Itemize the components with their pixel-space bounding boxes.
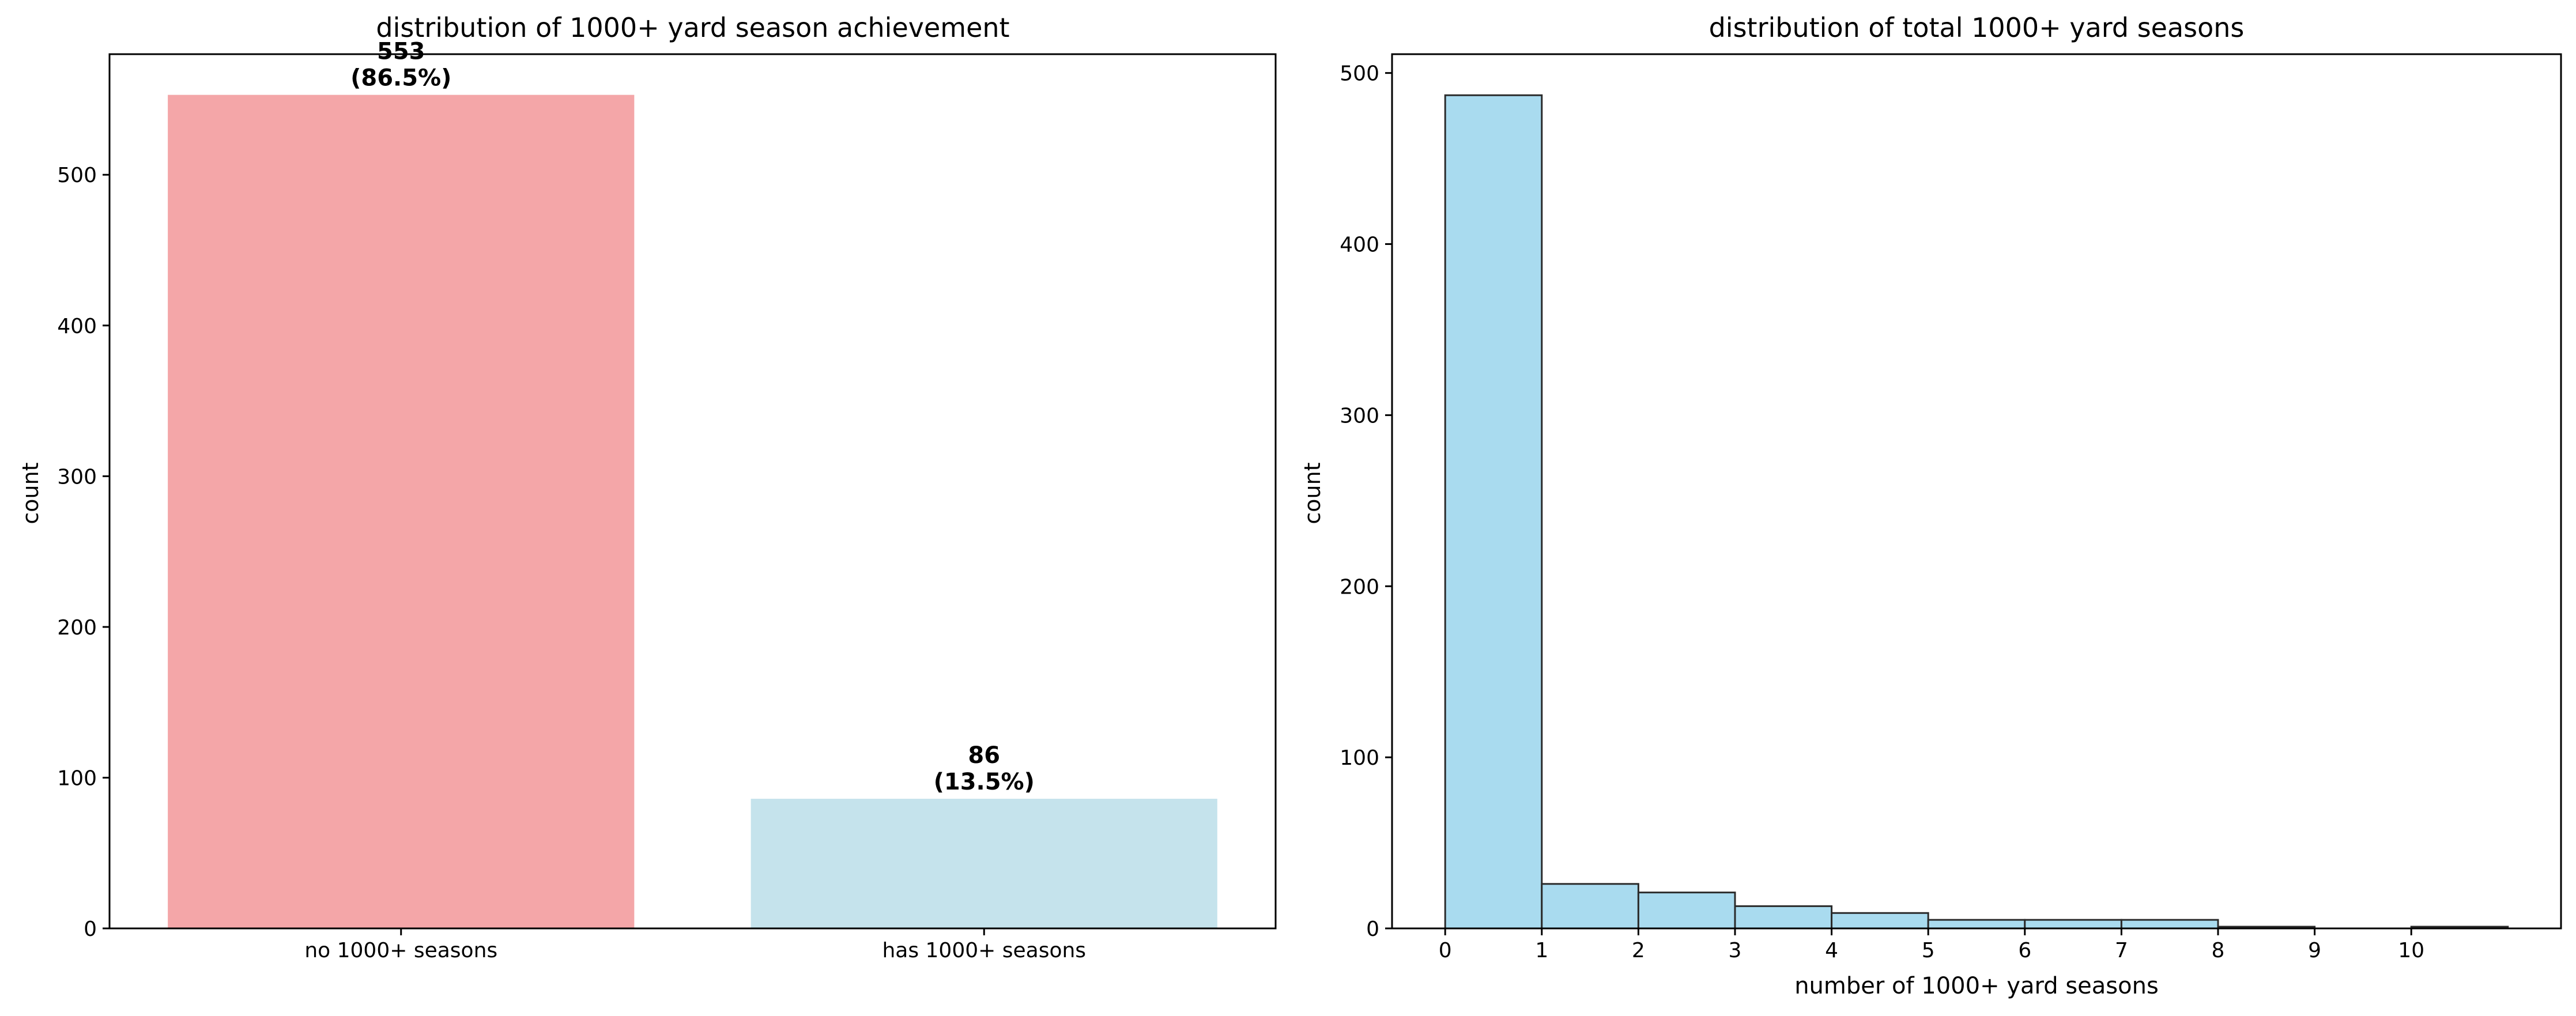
bar-count-label: 86 — [968, 742, 1000, 769]
x-tick-label: no 1000+ seasons — [304, 939, 497, 962]
x-tick-label: 5 — [1922, 939, 1935, 962]
y-tick-label: 0 — [84, 917, 97, 941]
bar-0 — [168, 95, 635, 928]
right-y-axis-label: count — [1300, 462, 1325, 524]
histogram-bar-1 — [1541, 883, 1639, 930]
right-x-ticks: 0 1 2 3 4 5 6 7 8 9 10 — [1439, 928, 2424, 962]
y-tick-label: 500 — [1340, 62, 1379, 86]
left-chart-title: distribution of 1000+ yard season achiev… — [376, 12, 1009, 43]
right-x-axis-label: number of 1000+ yard seasons — [1794, 973, 2159, 999]
y-tick-label: 400 — [57, 315, 97, 338]
histogram-bar-6 — [2024, 919, 2122, 930]
bar-percent-label: (86.5%) — [350, 65, 451, 92]
x-tick-label: 6 — [2018, 939, 2031, 962]
y-tick-label: 400 — [1340, 233, 1379, 257]
histogram-bar-2 — [1637, 892, 1736, 930]
right-y-ticks: 0 100 200 300 400 500 — [1340, 62, 1392, 941]
x-tick-label: 0 — [1439, 939, 1452, 962]
x-tick-label: 8 — [2212, 939, 2225, 962]
y-tick-label: 100 — [57, 766, 97, 790]
bar-percent-label: (13.5%) — [934, 769, 1035, 795]
y-tick-label: 200 — [1340, 575, 1379, 599]
x-tick-label: 9 — [2308, 939, 2321, 962]
x-tick-label: 7 — [2115, 939, 2128, 962]
left-bars-group — [168, 95, 1217, 928]
left-x-ticks: no 1000+ seasons has 1000+ seasons — [304, 928, 1086, 962]
y-tick-label: 200 — [57, 616, 97, 640]
left-y-axis-label: count — [18, 462, 43, 524]
y-tick-label: 0 — [1366, 917, 1379, 941]
x-tick-label: 1 — [1535, 939, 1548, 962]
x-tick-label: 10 — [2398, 939, 2424, 962]
right-plot-frame — [1391, 53, 2562, 930]
y-tick-label: 100 — [1340, 746, 1379, 770]
bar-1 — [750, 799, 1217, 928]
histogram-bar-5 — [1927, 919, 2026, 930]
x-tick-label: 3 — [1729, 939, 1742, 962]
bar-count-label: 553 — [377, 39, 425, 65]
histogram-bar-3 — [1734, 905, 1833, 930]
x-tick-label: has 1000+ seasons — [882, 939, 1086, 962]
y-tick-label: 500 — [57, 164, 97, 187]
x-tick-label: 2 — [1632, 939, 1645, 962]
right-chart-title: distribution of total 1000+ yard seasons — [1709, 12, 2245, 43]
histogram-bar-0 — [1444, 94, 1543, 930]
y-tick-label: 300 — [1340, 404, 1379, 428]
left-chart-panel: distribution of 1000+ yard season achiev… — [18, 12, 1277, 962]
left-plot-frame — [108, 53, 1277, 930]
right-bars-group — [1444, 94, 2509, 930]
histogram-bar-4 — [1831, 912, 1929, 930]
y-tick-label: 300 — [57, 465, 97, 489]
histogram-bar-7 — [2120, 919, 2219, 930]
x-tick-label: 4 — [1825, 939, 1838, 962]
right-chart-panel: distribution of total 1000+ yard seasons… — [1300, 12, 2562, 999]
left-value-labels: 553(86.5%) 86(13.5%) — [350, 39, 1035, 795]
left-y-ticks: 0 100 200 300 400 500 — [57, 164, 110, 941]
